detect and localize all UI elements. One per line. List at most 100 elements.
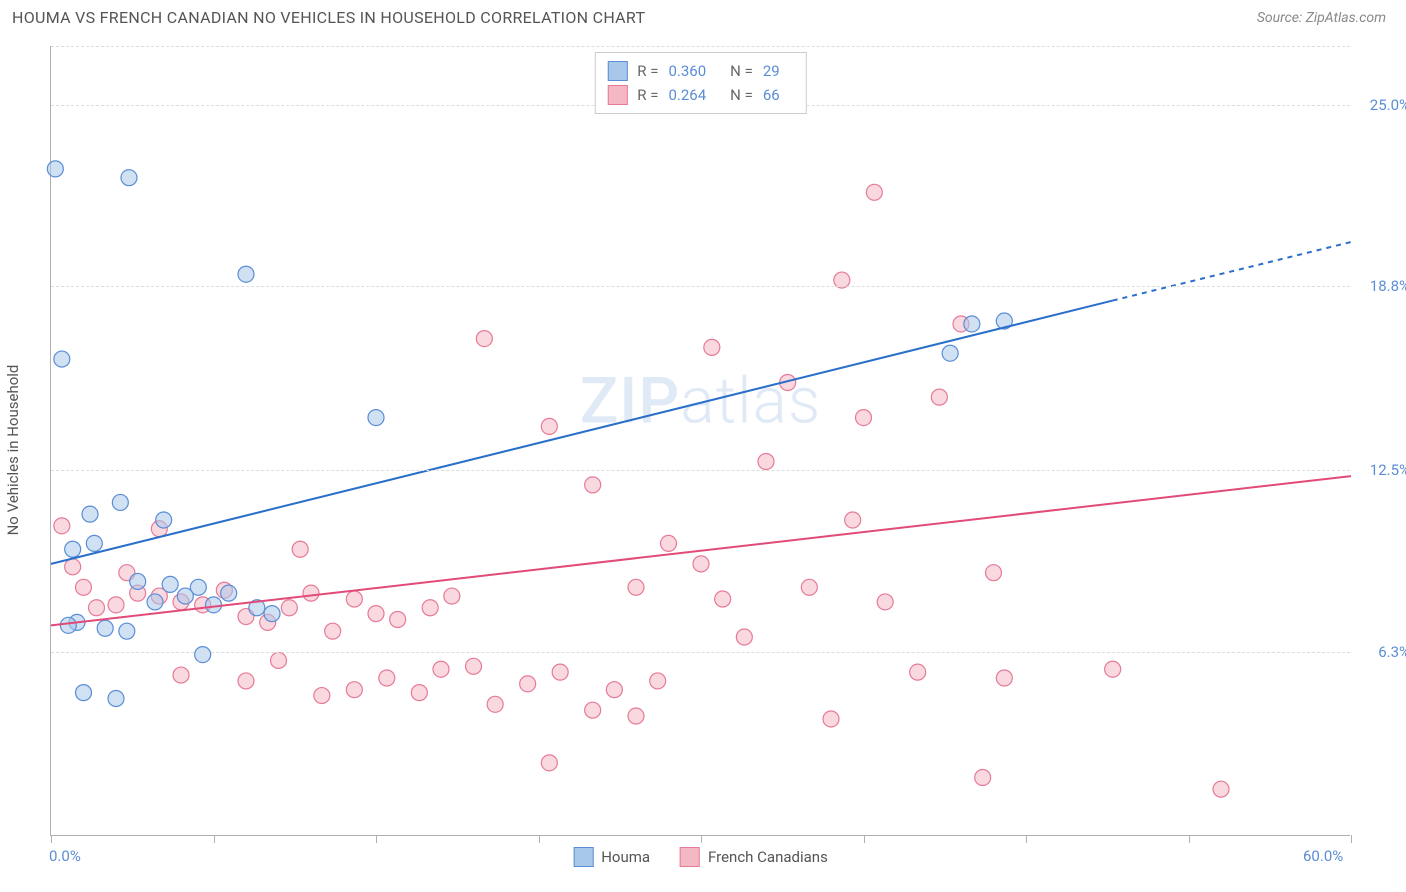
data-point <box>422 600 438 616</box>
legend-n-label: N = <box>730 86 753 104</box>
data-point <box>650 673 666 689</box>
chart-header: HOUMA VS FRENCH CANADIAN NO VEHICLES IN … <box>0 0 1406 31</box>
data-point <box>173 667 189 683</box>
legend-swatch <box>573 847 593 867</box>
data-point <box>221 585 237 601</box>
data-point <box>60 617 76 633</box>
data-point <box>552 664 568 680</box>
data-point <box>975 769 991 785</box>
data-point <box>303 585 319 601</box>
x-tick-label: 60.0% <box>1303 847 1343 865</box>
data-point <box>156 512 172 528</box>
legend-swatch <box>607 61 627 81</box>
data-point <box>411 685 427 701</box>
gridline <box>51 652 1350 653</box>
data-point <box>487 696 503 712</box>
data-point <box>877 594 893 610</box>
data-point <box>736 629 752 645</box>
data-point <box>541 418 557 434</box>
data-point <box>704 339 720 355</box>
data-point <box>97 620 113 636</box>
data-point <box>54 351 70 367</box>
data-point <box>444 588 460 604</box>
gridline <box>51 286 1350 287</box>
data-point <box>845 512 861 528</box>
chart-title: HOUMA VS FRENCH CANADIAN NO VEHICLES IN … <box>12 8 645 27</box>
data-point <box>986 565 1002 581</box>
data-point <box>147 594 163 610</box>
legend-item: French Canadians <box>680 847 828 867</box>
x-tick <box>1351 835 1352 843</box>
x-tick <box>539 835 540 843</box>
legend-swatch <box>607 85 627 105</box>
x-tick <box>1026 835 1027 843</box>
data-point <box>76 579 92 595</box>
data-point <box>964 316 980 332</box>
data-point <box>390 611 406 627</box>
data-point <box>520 676 536 692</box>
data-point <box>238 673 254 689</box>
legend-row: R = 0.360 N = 29 <box>607 59 793 83</box>
legend-label: French Canadians <box>708 848 828 866</box>
data-point <box>715 591 731 607</box>
data-point <box>942 345 958 361</box>
gridline <box>51 470 1350 471</box>
x-tick <box>701 835 702 843</box>
data-point <box>86 535 102 551</box>
data-point <box>271 652 287 668</box>
plot-area: No Vehicles in Household ZIPatlas 6.3%12… <box>50 46 1350 836</box>
y-tick-label: 12.5% <box>1370 461 1406 479</box>
data-point <box>325 623 341 639</box>
data-point <box>996 670 1012 686</box>
data-point <box>195 647 211 663</box>
data-point <box>314 688 330 704</box>
data-point <box>112 494 128 510</box>
legend-n-value: 29 <box>763 62 780 80</box>
data-point <box>130 573 146 589</box>
y-axis-label: No Vehicles in Household <box>4 364 22 535</box>
data-point <box>281 600 297 616</box>
y-tick-label: 25.0% <box>1370 96 1406 114</box>
data-point <box>801 579 817 595</box>
data-point <box>476 331 492 347</box>
data-point <box>292 541 308 557</box>
data-point <box>1213 781 1229 797</box>
data-point <box>346 591 362 607</box>
data-point <box>368 410 384 426</box>
legend-row: R = 0.264 N = 66 <box>607 83 793 107</box>
data-point <box>758 453 774 469</box>
data-point <box>368 606 384 622</box>
x-tick <box>1189 835 1190 843</box>
data-point <box>65 559 81 575</box>
legend-swatch <box>680 847 700 867</box>
data-point <box>585 477 601 493</box>
data-point <box>119 623 135 639</box>
y-tick-label: 6.3% <box>1378 643 1406 661</box>
data-point <box>346 682 362 698</box>
x-tick <box>214 835 215 843</box>
data-point <box>177 588 193 604</box>
data-point <box>206 597 222 613</box>
legend-label: Houma <box>601 848 650 866</box>
data-point <box>1105 661 1121 677</box>
data-point <box>238 266 254 282</box>
data-point <box>606 682 622 698</box>
data-point <box>628 708 644 724</box>
data-point <box>379 670 395 686</box>
trend-line-extrapolated <box>1113 242 1351 301</box>
data-point <box>466 658 482 674</box>
data-point <box>661 535 677 551</box>
gridline <box>51 46 1350 47</box>
legend-n-value: 66 <box>763 86 780 104</box>
data-point <box>433 661 449 677</box>
data-point <box>108 597 124 613</box>
data-point <box>54 518 70 534</box>
legend-r-value: 0.264 <box>668 86 706 104</box>
data-point <box>693 556 709 572</box>
data-point <box>82 506 98 522</box>
data-point <box>866 184 882 200</box>
data-point <box>162 576 178 592</box>
series-legend: Houma French Canadians <box>573 847 828 867</box>
x-tick <box>51 835 52 843</box>
x-tick-label: 0.0% <box>49 847 81 865</box>
